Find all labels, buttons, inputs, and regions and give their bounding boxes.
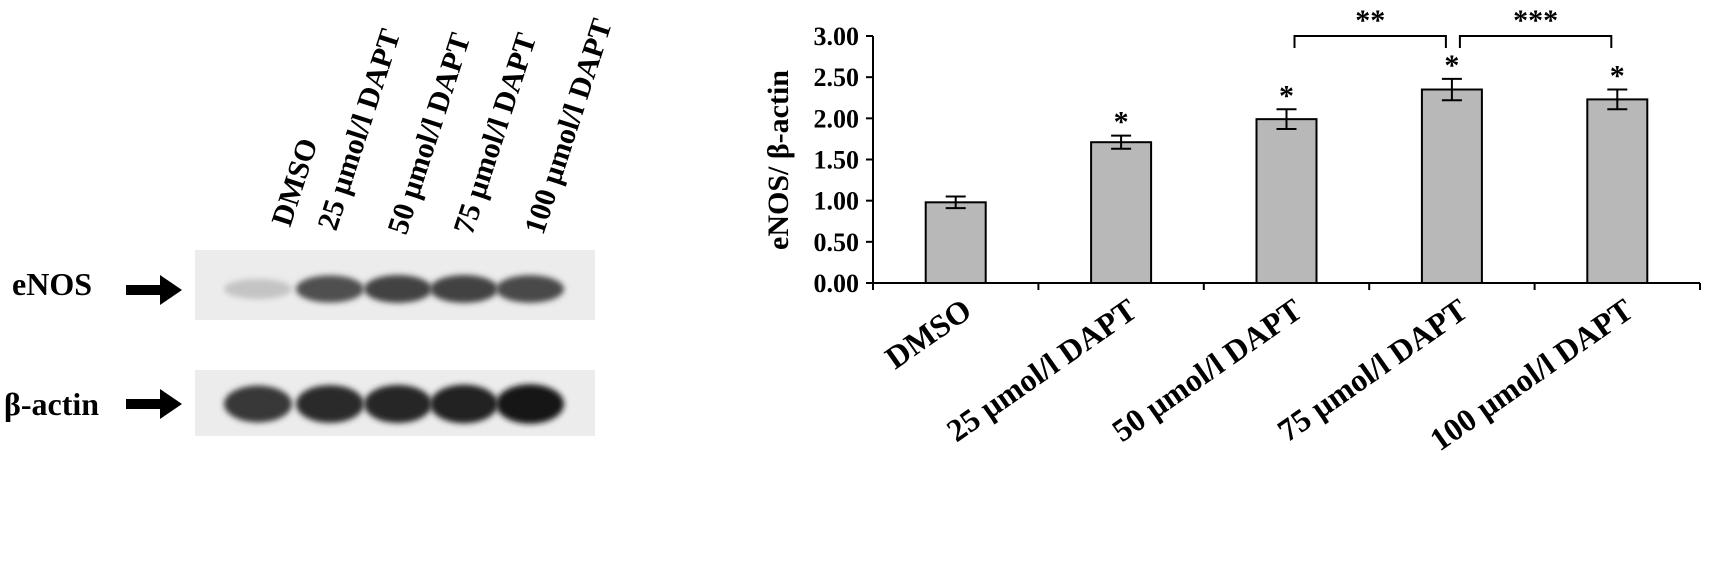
bar: [1090, 141, 1153, 284]
comparison-label: **: [1355, 4, 1385, 37]
y-tick-label: 1.50: [814, 146, 860, 175]
blot-band: [224, 278, 292, 300]
blot-band: [296, 275, 364, 303]
comparison-brackets: ** ***: [1293, 4, 1613, 48]
western-blot-panel: DMSO 25 µmol/l DAPT 50 µmol/l DAPT 75 µm…: [0, 0, 700, 556]
bar: [924, 201, 987, 285]
row-label-enos: eNOS: [12, 266, 92, 302]
significance-star: *: [1279, 79, 1294, 112]
y-axis-title: eNOS/ β-actin: [762, 70, 795, 250]
western-blot-figure: DMSO 25 µmol/l DAPT 50 µmol/l DAPT 75 µm…: [4, 15, 619, 436]
y-tick-label: 0.00: [814, 269, 860, 298]
arrow-icon: [126, 389, 182, 419]
significance-star: *: [1610, 60, 1625, 93]
bar: [1586, 98, 1649, 284]
row-label-beta-actin: β-actin: [4, 386, 99, 422]
lane-labels: DMSO 25 µmol/l DAPT 50 µmol/l DAPT 75 µm…: [265, 15, 619, 238]
comparison-bracket: [1458, 35, 1613, 48]
bar: [1255, 118, 1318, 285]
blot-band: [364, 384, 432, 424]
significance-stars: * * * *: [1114, 49, 1625, 139]
blot-band: [364, 275, 432, 303]
comparison-label: ***: [1513, 4, 1558, 37]
y-axis: 0.00 0.50 1.00 1.50 2.00 2.50 3.00: [814, 22, 874, 298]
enos-bands: [224, 275, 564, 303]
arrow-icon: [126, 275, 182, 305]
significance-star: *: [1114, 106, 1129, 139]
y-tick-label: 0.50: [814, 228, 860, 257]
blot-band: [430, 384, 498, 424]
y-tick-label: 2.00: [814, 104, 860, 133]
comparison-bracket: [1293, 35, 1447, 48]
bar-chart: 0.000.501.001.502.002.503.00 *** * ** *** …: [762, 4, 1701, 458]
blot-band: [430, 275, 498, 303]
blot-band: [496, 384, 564, 424]
blot-band: [224, 385, 292, 423]
x-category-label: DMSO: [878, 291, 977, 376]
error-bars: [945, 77, 1628, 210]
blot-band: [496, 275, 564, 303]
beta-actin-bands: [224, 384, 564, 424]
significance-star: *: [1444, 49, 1459, 82]
blot-band: [296, 385, 364, 423]
y-tick-label: 3.00: [814, 22, 860, 51]
y-tick-label: 1.00: [814, 187, 860, 216]
bar-chart-panel: 0.00 0.50 1.00 1.50 2.00 2.50 3.00 * * * * ** *** …: [700, 0, 1713, 556]
y-tick-label: 2.50: [814, 63, 860, 92]
bars: [924, 88, 1649, 285]
bar: [1420, 88, 1483, 285]
